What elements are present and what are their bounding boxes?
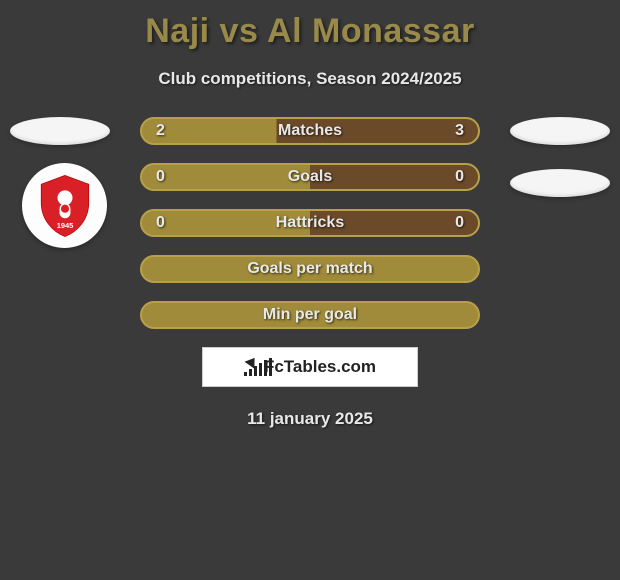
- stat-bar: 2 Matches 3: [140, 117, 480, 145]
- stat-bar: 0 Goals 0: [140, 163, 480, 191]
- stat-value-right: 0: [455, 168, 464, 186]
- stat-label: Hattricks: [276, 214, 344, 232]
- stat-label: Matches: [278, 122, 342, 140]
- stat-bar: Min per goal: [140, 301, 480, 329]
- subtitle: Club competitions, Season 2024/2025: [0, 69, 620, 89]
- stats-container: 1945 2 Matches 3 0 Goals 0 0 Hattricks 0 Goals pe…: [0, 117, 620, 329]
- fctables-logo[interactable]: FcTables.com: [202, 347, 418, 387]
- page-title: Naji vs Al Monassar: [0, 0, 620, 51]
- stat-label: Min per goal: [263, 306, 357, 324]
- stat-value-left: 0: [156, 214, 165, 232]
- stat-label: Goals: [288, 168, 332, 186]
- player-avatar-left: [10, 117, 110, 145]
- player-avatar-right-2: [510, 169, 610, 197]
- svg-text:1945: 1945: [56, 220, 73, 229]
- stat-value-left: 0: [156, 168, 165, 186]
- stat-value-right: 3: [455, 122, 464, 140]
- stat-label: Goals per match: [247, 260, 372, 278]
- shield-icon: 1945: [31, 172, 99, 240]
- arrow-icon: [244, 354, 259, 368]
- club-badge-left: 1945: [22, 163, 107, 248]
- stat-bar: Goals per match: [140, 255, 480, 283]
- stat-row: Goals per match: [0, 255, 620, 283]
- date-label: 11 january 2025: [0, 409, 620, 429]
- stat-value-left: 2: [156, 122, 165, 140]
- stat-bar: 0 Hattricks 0: [140, 209, 480, 237]
- stat-row: Min per goal: [0, 301, 620, 329]
- logo-text: FcTables.com: [264, 357, 376, 377]
- player-avatar-right-1: [510, 117, 610, 145]
- bar-chart-icon: [244, 358, 258, 376]
- stat-value-right: 0: [455, 214, 464, 232]
